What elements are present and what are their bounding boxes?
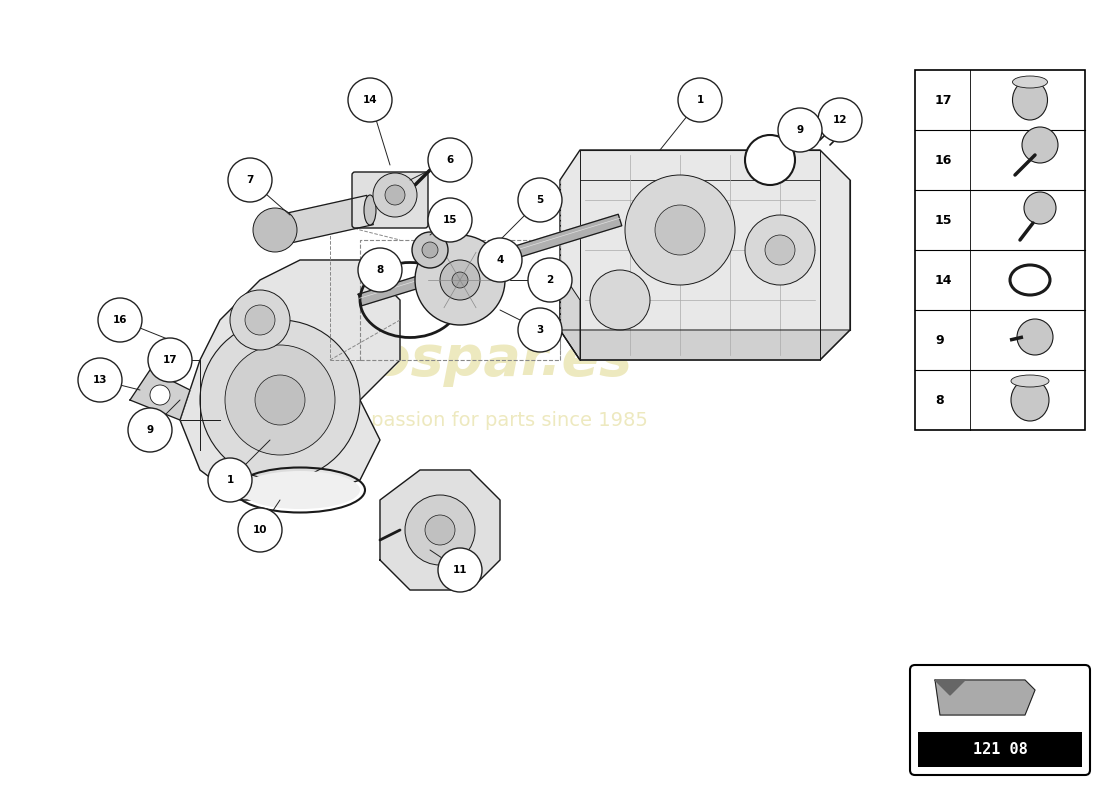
Circle shape	[78, 358, 122, 402]
Ellipse shape	[1011, 375, 1049, 387]
Circle shape	[428, 138, 472, 182]
Circle shape	[745, 135, 795, 185]
Polygon shape	[935, 680, 965, 695]
Text: 121 08: 121 08	[972, 742, 1027, 758]
Circle shape	[1018, 319, 1053, 355]
Text: 12: 12	[833, 115, 847, 125]
Circle shape	[818, 98, 862, 142]
Polygon shape	[359, 214, 622, 306]
Circle shape	[358, 248, 402, 292]
Circle shape	[422, 242, 438, 258]
Text: 3: 3	[537, 325, 543, 335]
Text: 16: 16	[935, 154, 953, 166]
Circle shape	[255, 375, 305, 425]
Bar	[915, 70, 1085, 430]
Circle shape	[625, 175, 735, 285]
Text: 15: 15	[935, 214, 953, 226]
Text: 11: 11	[453, 565, 468, 575]
Text: 2: 2	[547, 275, 553, 285]
Circle shape	[452, 272, 468, 288]
Circle shape	[348, 78, 392, 122]
Circle shape	[148, 338, 192, 382]
Circle shape	[678, 78, 722, 122]
Circle shape	[654, 205, 705, 255]
Circle shape	[778, 108, 822, 152]
Circle shape	[405, 495, 475, 565]
Circle shape	[764, 235, 795, 265]
Text: 7: 7	[246, 175, 254, 185]
Ellipse shape	[1012, 76, 1047, 88]
Circle shape	[150, 385, 170, 405]
Circle shape	[412, 232, 448, 268]
Polygon shape	[277, 195, 373, 245]
Text: 1: 1	[227, 475, 233, 485]
Text: 13: 13	[92, 375, 108, 385]
Polygon shape	[379, 470, 500, 590]
Circle shape	[1022, 127, 1058, 163]
Polygon shape	[560, 150, 850, 360]
Circle shape	[440, 260, 480, 300]
Circle shape	[245, 305, 275, 335]
Circle shape	[385, 185, 405, 205]
Circle shape	[415, 235, 505, 325]
Circle shape	[128, 408, 172, 452]
Circle shape	[226, 345, 336, 455]
Text: 5: 5	[537, 195, 543, 205]
Circle shape	[745, 215, 815, 285]
Circle shape	[253, 208, 297, 252]
Polygon shape	[180, 260, 400, 500]
Circle shape	[590, 270, 650, 330]
Text: a passion for parts since 1985: a passion for parts since 1985	[353, 410, 648, 430]
Text: 8: 8	[376, 265, 384, 275]
Circle shape	[528, 258, 572, 302]
Text: 9: 9	[796, 125, 804, 135]
Circle shape	[425, 515, 455, 545]
Ellipse shape	[1011, 379, 1049, 421]
Circle shape	[238, 508, 282, 552]
Text: 4: 4	[496, 255, 504, 265]
Polygon shape	[560, 270, 580, 360]
Polygon shape	[130, 370, 190, 420]
Polygon shape	[560, 330, 850, 360]
Text: 9: 9	[935, 334, 944, 346]
Circle shape	[228, 158, 272, 202]
Ellipse shape	[364, 195, 376, 225]
Text: 17: 17	[935, 94, 953, 106]
Text: 1: 1	[696, 95, 704, 105]
Circle shape	[208, 458, 252, 502]
Circle shape	[230, 290, 290, 350]
Text: 16: 16	[112, 315, 128, 325]
Ellipse shape	[1012, 80, 1047, 120]
Ellipse shape	[240, 471, 360, 509]
Text: eurospar.es: eurospar.es	[268, 333, 632, 387]
Text: 9: 9	[146, 425, 154, 435]
Circle shape	[438, 548, 482, 592]
Circle shape	[200, 320, 360, 480]
Circle shape	[478, 238, 522, 282]
Circle shape	[518, 308, 562, 352]
FancyBboxPatch shape	[352, 172, 428, 228]
Text: 14: 14	[935, 274, 953, 286]
Circle shape	[373, 173, 417, 217]
Ellipse shape	[274, 215, 286, 245]
Text: 10: 10	[253, 525, 267, 535]
Text: 14: 14	[363, 95, 377, 105]
Text: 15: 15	[442, 215, 458, 225]
Circle shape	[98, 298, 142, 342]
Circle shape	[428, 198, 472, 242]
Text: 17: 17	[163, 355, 177, 365]
Bar	[918, 732, 1082, 767]
FancyBboxPatch shape	[910, 665, 1090, 775]
Polygon shape	[935, 680, 1035, 715]
Text: 8: 8	[935, 394, 944, 406]
Circle shape	[1024, 192, 1056, 224]
Text: 6: 6	[447, 155, 453, 165]
Circle shape	[518, 178, 562, 222]
